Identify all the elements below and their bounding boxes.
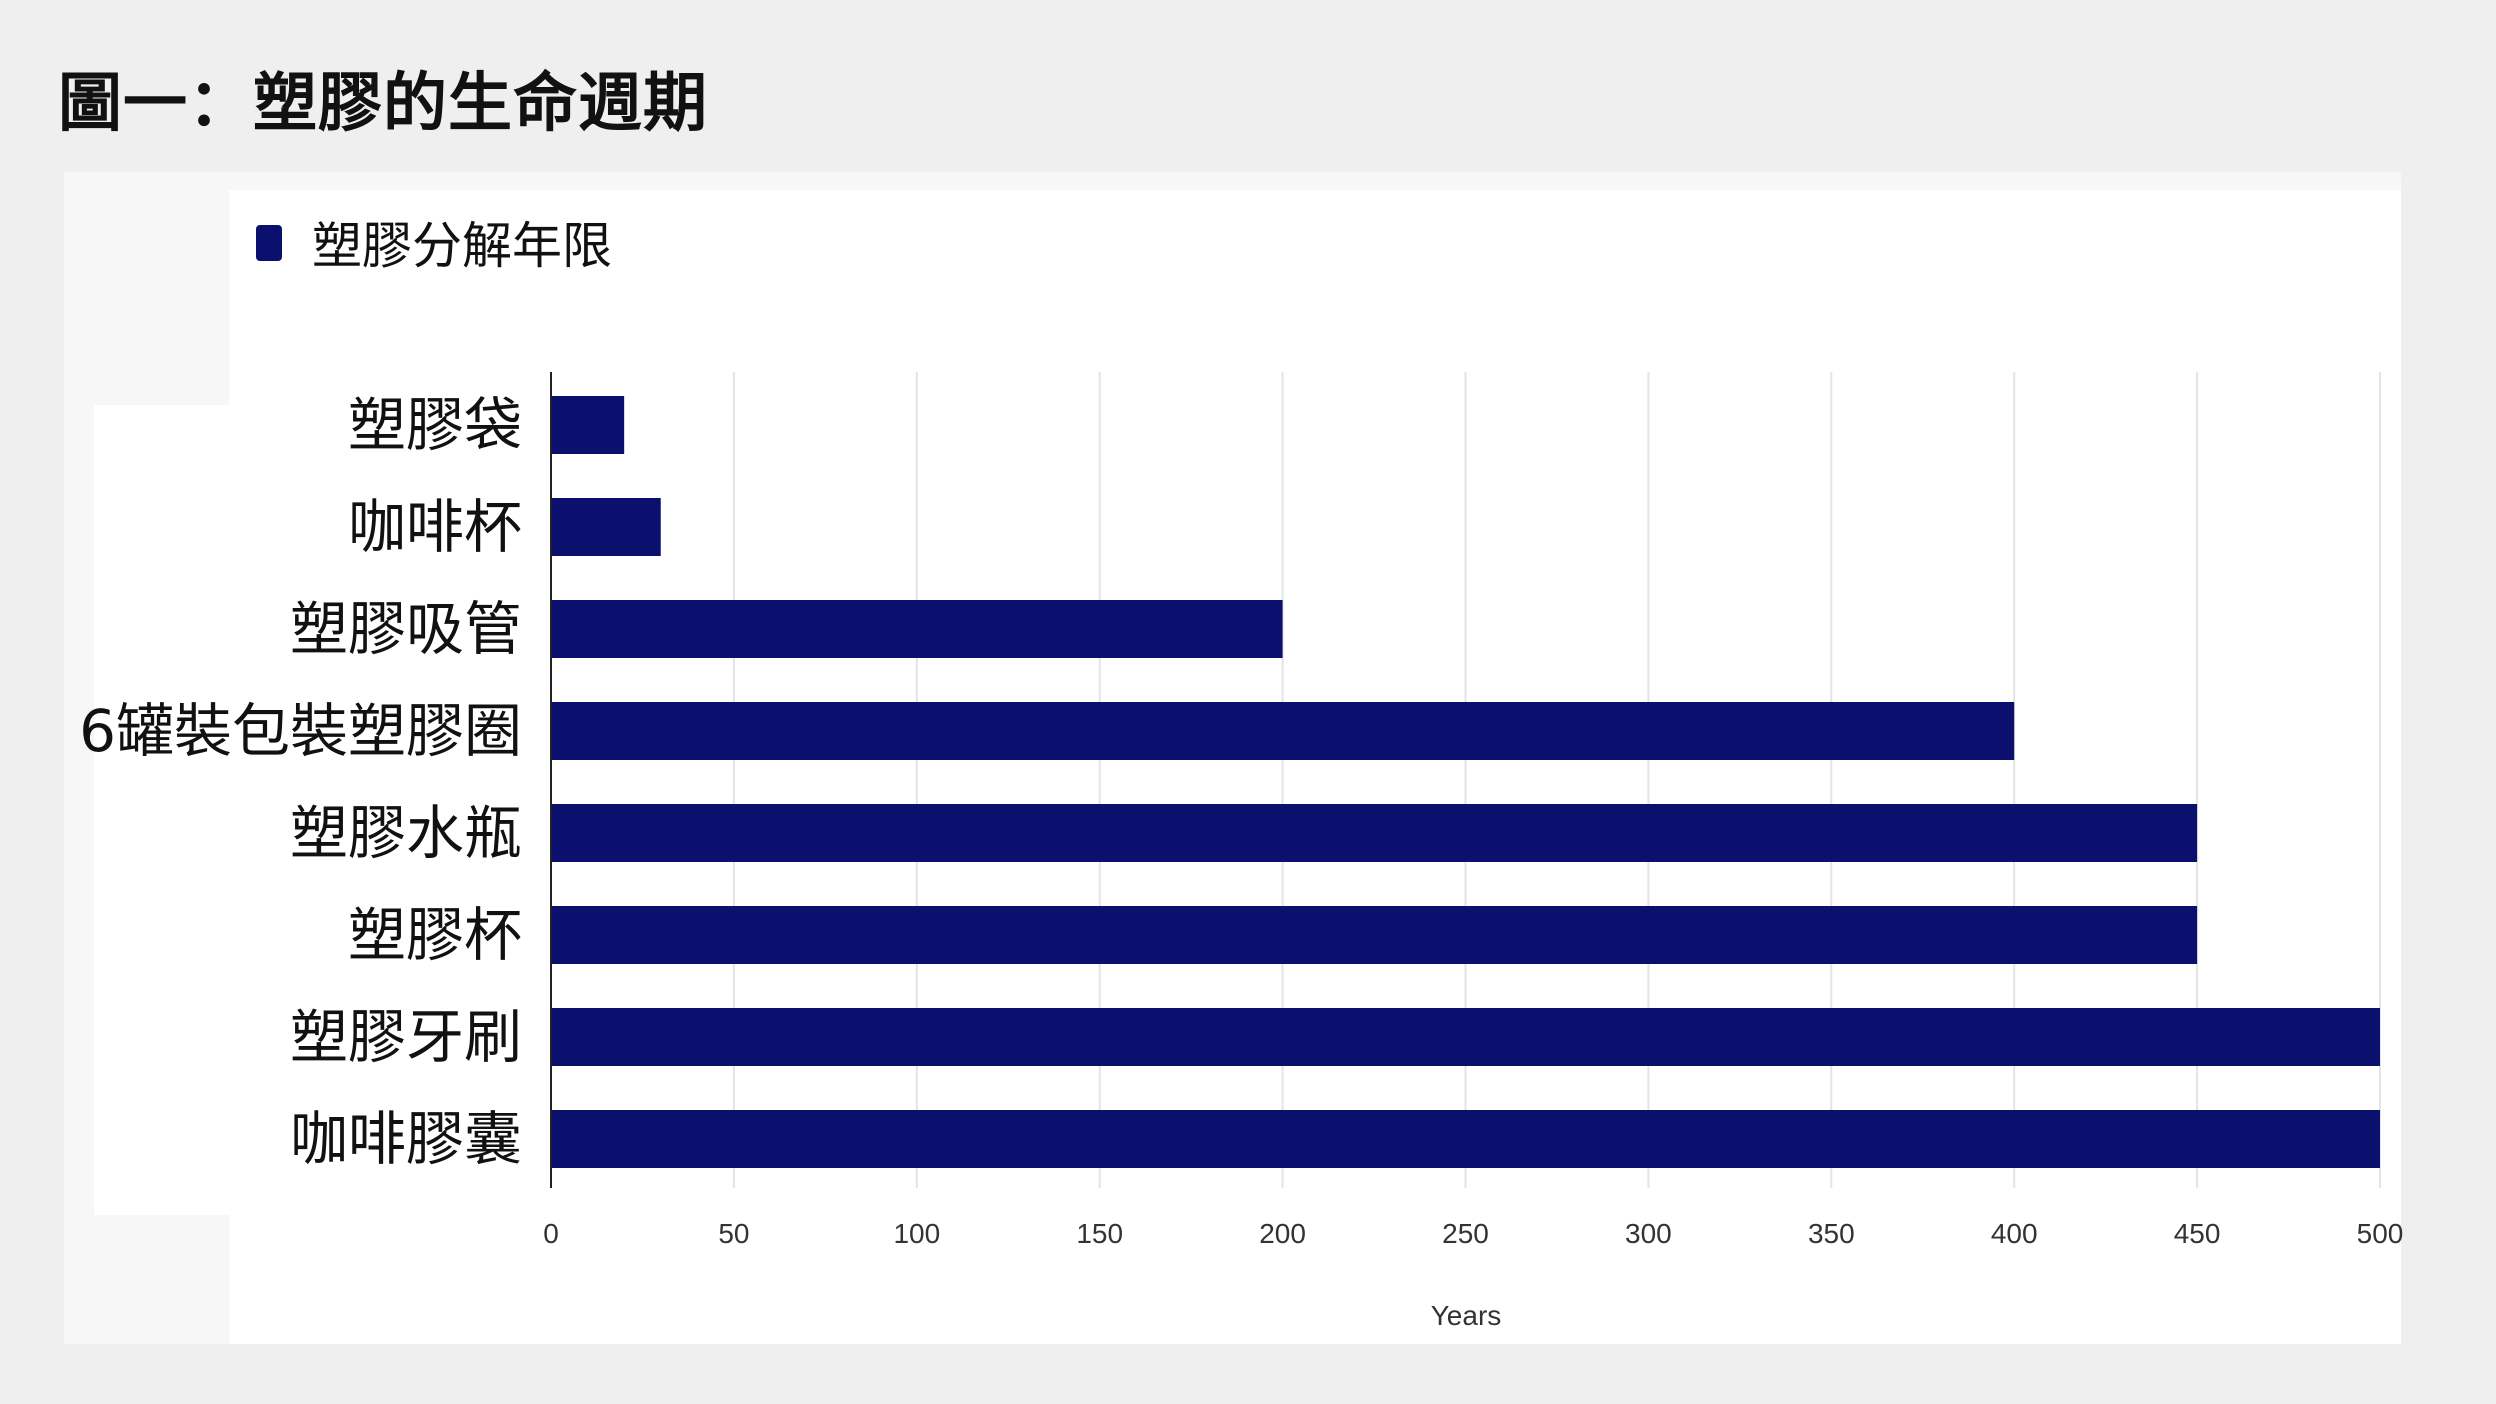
category-label: 塑膠袋 [348, 391, 522, 459]
bar [551, 498, 661, 556]
x-tick-label: 450 [2174, 1218, 2221, 1249]
x-tick-label: 200 [1259, 1218, 1306, 1249]
x-tick-label: 250 [1442, 1218, 1489, 1249]
category-label: 塑膠杯 [348, 901, 522, 969]
x-tick-labels: 0 50 100 150 200 250 300 350 400 450 500 [543, 1218, 2403, 1249]
legend-swatch [256, 225, 282, 261]
x-tick-label: 500 [2357, 1218, 2404, 1249]
category-label: 塑膠吸管 [290, 595, 522, 663]
x-tick-label: 350 [1808, 1218, 1855, 1249]
category-label: 塑膠牙刷 [290, 1003, 522, 1071]
bar [551, 702, 2015, 760]
category-label: 咖啡膠囊 [290, 1105, 522, 1173]
category-label: 塑膠水瓶 [290, 799, 522, 867]
category-label: 咖啡杯 [348, 493, 522, 561]
page-title: 圖一：塑膠的生命週期 [58, 67, 708, 141]
category-label: 6罐裝包裝塑膠圈 [79, 697, 522, 765]
x-tick-label: 400 [1991, 1218, 2038, 1249]
bar [551, 906, 2198, 964]
x-tick-label: 0 [543, 1218, 559, 1249]
bar [551, 1110, 2380, 1168]
x-tick-label: 100 [893, 1218, 940, 1249]
bars [551, 396, 2380, 1168]
bar [551, 804, 2198, 862]
bar [551, 1008, 2380, 1066]
bar [551, 600, 1283, 658]
x-tick-label: 300 [1625, 1218, 1672, 1249]
x-tick-label: 50 [718, 1218, 749, 1249]
legend-label: 塑膠分解年限 [312, 217, 612, 275]
x-tick-label: 150 [1076, 1218, 1123, 1249]
bar [551, 396, 625, 454]
chart-label-background [94, 405, 229, 1215]
x-axis-title: Years [1431, 1300, 1502, 1331]
legend: 塑膠分解年限 [256, 217, 612, 275]
